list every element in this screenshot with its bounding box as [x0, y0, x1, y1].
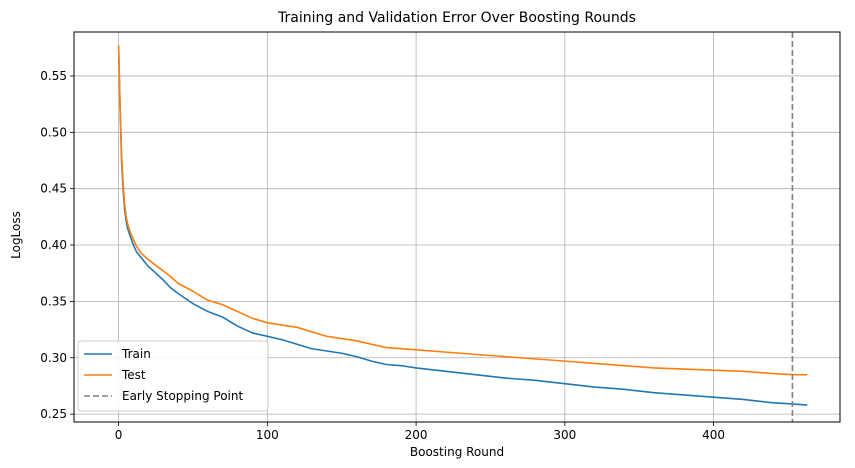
y-tick-label: 0.25	[40, 407, 67, 421]
legend-label: Early Stopping Point	[122, 389, 243, 403]
y-tick-label: 0.50	[40, 125, 67, 139]
series-lines	[117, 32, 808, 422]
y-axis-label: LogLoss	[9, 211, 23, 259]
legend-label: Train	[121, 347, 151, 361]
x-tick-label: 0	[115, 428, 123, 442]
series-line-train	[117, 47, 808, 406]
x-tick-label: 300	[553, 428, 576, 442]
axis-ticks: 0 100 200 300 400 0.25 0.30 0.35 0.40 0.45 0.50 0.5…	[40, 69, 725, 442]
y-tick-label: 0.30	[40, 351, 67, 365]
y-tick-label: 0.55	[40, 69, 67, 83]
y-tick-label: 0.45	[40, 182, 67, 196]
legend: Train Test Early Stopping Point	[77, 340, 269, 412]
y-tick-label: 0.35	[40, 294, 67, 308]
chart-title: Training and Validation Error Over Boost…	[277, 10, 636, 26]
grid	[74, 32, 840, 422]
series-line-test	[117, 45, 808, 376]
legend-box	[77, 340, 269, 412]
plot-frame	[73, 31, 841, 423]
x-tick-label: 200	[405, 428, 428, 442]
x-tick-label: 400	[702, 428, 725, 442]
y-tick-label: 0.40	[40, 238, 67, 252]
x-axis-label: Boosting Round	[410, 445, 504, 459]
x-tick-label: 100	[256, 428, 279, 442]
legend-label: Test	[121, 368, 146, 382]
